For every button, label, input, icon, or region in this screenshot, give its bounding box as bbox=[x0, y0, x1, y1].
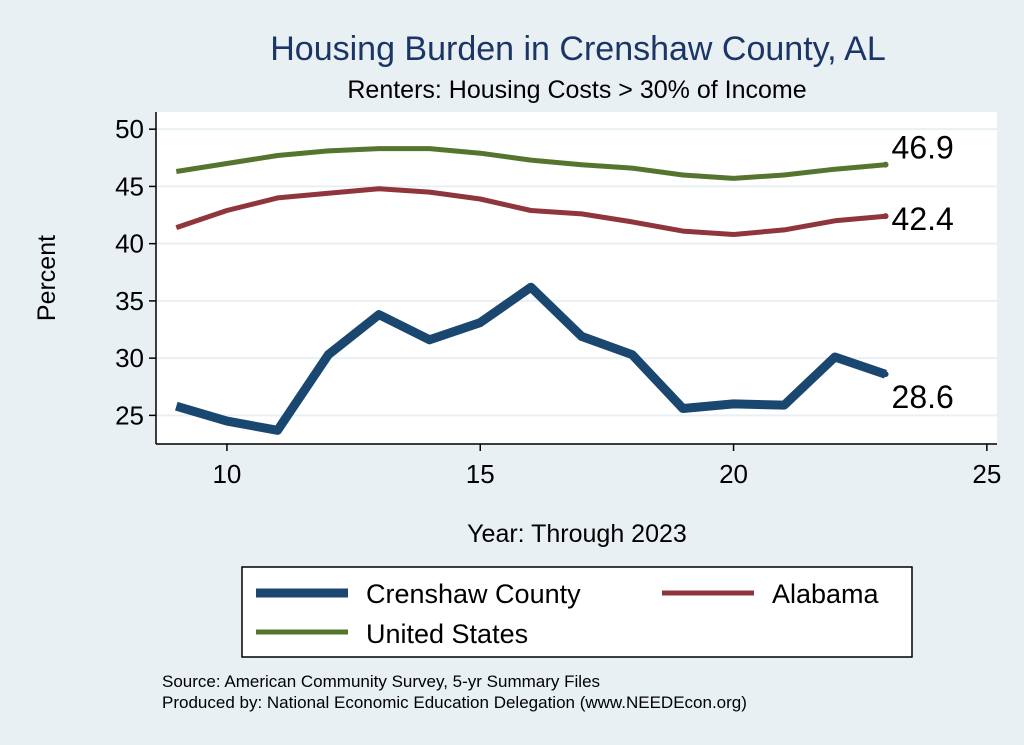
x-axis-label: Year: Through 2023 bbox=[467, 520, 687, 548]
end-label-united-states: 46.9 bbox=[892, 130, 954, 166]
end-label-crenshaw-county: 28.6 bbox=[892, 379, 954, 415]
y-tick-label: 50 bbox=[115, 114, 144, 144]
legend-label-alabama: Alabama bbox=[772, 579, 880, 609]
x-tick-label: 15 bbox=[466, 459, 495, 489]
series-group bbox=[175, 146, 889, 435]
legend-label-united-states: United States bbox=[366, 619, 528, 649]
y-axis-label: Percent bbox=[33, 235, 61, 321]
x-tick-label: 20 bbox=[719, 459, 748, 489]
series-endpoint-crenshaw-county bbox=[882, 371, 889, 378]
x-tick-label: 10 bbox=[212, 459, 241, 489]
y-tick-label: 25 bbox=[115, 400, 144, 430]
y-tick-label: 45 bbox=[115, 171, 144, 201]
end-labels: 46.9 42.4 28.6 bbox=[892, 130, 954, 416]
y-tick-label: 30 bbox=[115, 343, 144, 373]
legend: Crenshaw County Alabama United States bbox=[241, 566, 913, 658]
series-line-crenshaw-county bbox=[175, 282, 887, 435]
plot-area bbox=[156, 112, 997, 443]
legend-label-crenshaw: Crenshaw County bbox=[366, 579, 581, 609]
series-line-united-states bbox=[175, 146, 886, 181]
legend-box bbox=[241, 566, 913, 658]
producer-note: Produced by: National Economic Education… bbox=[162, 693, 747, 712]
source-note: Source: American Community Survey, 5-yr … bbox=[162, 672, 600, 691]
y-ticks: 25 30 35 40 45 50 bbox=[115, 114, 156, 430]
series-endpoint-alabama bbox=[882, 213, 889, 220]
x-ticks: 10 15 20 25 bbox=[212, 444, 1001, 489]
grid bbox=[156, 128, 997, 417]
series-endpoint-united-states bbox=[882, 161, 889, 168]
y-tick-label: 40 bbox=[115, 229, 144, 259]
end-label-alabama: 42.4 bbox=[892, 201, 954, 237]
chart-title: Housing Burden in Crenshaw County, AL bbox=[270, 30, 886, 68]
y-tick-label: 35 bbox=[115, 286, 144, 316]
x-tick-label: 25 bbox=[972, 459, 1001, 489]
chart-subtitle: Renters: Housing Costs > 30% of Income bbox=[347, 76, 806, 104]
axes bbox=[155, 112, 997, 445]
series-line-alabama bbox=[175, 186, 886, 237]
